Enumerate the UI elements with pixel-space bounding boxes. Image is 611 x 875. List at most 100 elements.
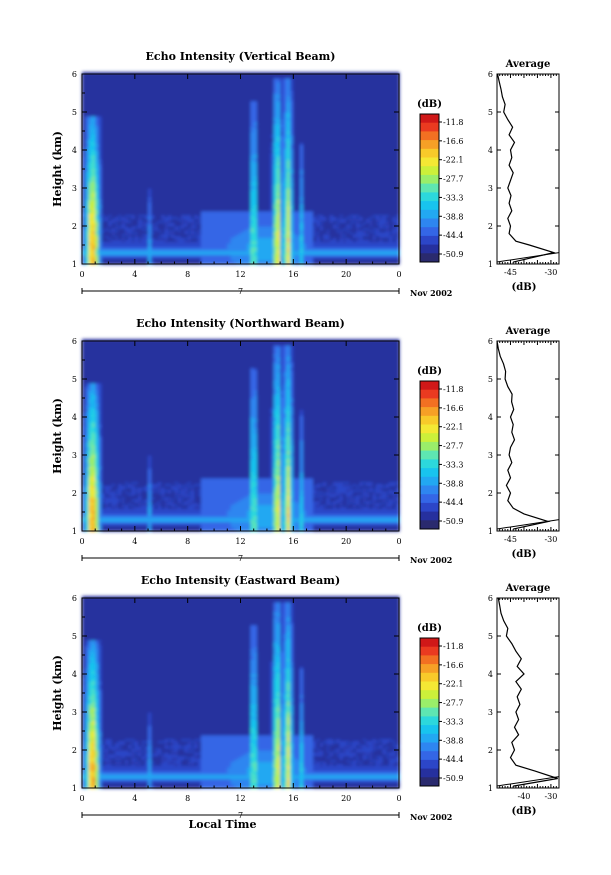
heatmap-cell	[101, 172, 106, 176]
heatmap-cell	[167, 106, 172, 109]
heatmap-cell	[167, 250, 172, 254]
heatmap-cell	[95, 188, 100, 191]
heatmap-cell	[154, 172, 159, 176]
heatmap-cell	[167, 186, 172, 189]
heatmap-cell	[85, 182, 90, 185]
heatmap-cell	[128, 117, 133, 121]
heatmap-cell	[138, 157, 142, 161]
heatmap-cell	[148, 144, 152, 147]
heatmap-cell	[134, 176, 139, 180]
heatmap-cell	[167, 121, 172, 124]
heatmap-cell	[174, 157, 179, 161]
heatmap-cell	[138, 77, 142, 81]
heatmap-cell	[95, 163, 100, 166]
heatmap-cell	[148, 115, 152, 119]
heatmap-cell	[124, 125, 129, 128]
heatmap-cell	[177, 216, 182, 219]
heatmap-cell	[174, 161, 179, 164]
heatmap-cell	[128, 131, 133, 134]
heatmap-cell	[151, 74, 156, 77]
heatmap-cell	[164, 235, 169, 238]
heatmap-cell	[121, 129, 126, 132]
heatmap-cell	[111, 119, 116, 123]
heatmap-cell	[138, 100, 142, 104]
heatmap-cell	[151, 117, 156, 121]
heatmap-cell	[82, 153, 86, 157]
heatmap-cell	[111, 188, 116, 191]
heatmap-cell	[111, 153, 116, 157]
heatmap-cell	[91, 93, 96, 96]
heatmap-cell	[115, 260, 119, 263]
heatmap-cell	[91, 256, 96, 259]
heatmap-cell	[151, 123, 156, 126]
heatmap-cell	[105, 81, 109, 85]
heatmap-cell	[124, 176, 129, 180]
heatmap-cell	[161, 188, 166, 191]
heatmap-cell	[88, 241, 93, 244]
heatmap-cell	[128, 100, 133, 104]
heatmap-cell	[141, 258, 146, 261]
heatmap-cell	[85, 159, 90, 162]
heatmap-cell	[154, 176, 159, 180]
heatmap-cell	[88, 102, 93, 105]
heatmap-cell	[111, 96, 116, 100]
heatmap-cell	[95, 208, 100, 212]
heatmap-cell	[148, 104, 152, 107]
heatmap-cell	[131, 208, 136, 212]
heatmap-cell	[144, 243, 149, 246]
heatmap-cell	[157, 189, 162, 193]
heatmap-cell	[171, 246, 176, 250]
heatmap-cell	[148, 85, 152, 88]
heatmap-cell	[171, 258, 176, 261]
heatmap-cell	[128, 113, 133, 117]
heatmap-cell	[174, 94, 179, 98]
heatmap-cell	[154, 131, 159, 134]
heatmap-cell	[167, 256, 172, 259]
heatmap-cell	[134, 226, 139, 229]
heatmap-cell	[164, 155, 169, 159]
heatmap-cell	[108, 108, 113, 111]
heatmap-cell	[115, 250, 119, 254]
heatmap-cell	[144, 169, 149, 172]
heatmap-cell	[101, 102, 106, 105]
heatmap-cell	[105, 169, 109, 172]
heatmap-cell	[131, 237, 136, 240]
heatmap-cell	[85, 144, 90, 147]
heatmap-cell	[82, 119, 86, 123]
heatmap-cell	[157, 184, 162, 187]
heatmap-cell	[88, 79, 93, 83]
heatmap-cell	[161, 108, 166, 111]
heatmap-cell	[138, 212, 142, 216]
heatmap-cell	[88, 205, 93, 208]
heatmap-cell	[85, 81, 90, 85]
heatmap-cell	[88, 252, 93, 256]
heatmap-cell	[118, 245, 123, 248]
heatmap-cell	[98, 125, 103, 128]
heatmap-cell	[108, 72, 113, 75]
heatmap-cell	[154, 108, 159, 111]
heatmap-cell	[171, 112, 176, 115]
heatmap-cell	[105, 127, 109, 130]
heatmap-cell	[161, 174, 166, 178]
heatmap-cell	[161, 100, 166, 104]
heatmap-cell	[98, 220, 103, 223]
heatmap-cell	[128, 146, 133, 149]
heatmap-cell	[121, 245, 126, 248]
heatmap-cell	[144, 197, 149, 200]
heatmap-cell	[144, 150, 149, 153]
heatmap-cell	[171, 176, 176, 180]
heatmap-cell	[124, 98, 129, 102]
heatmap-cell	[167, 112, 172, 115]
heatmap-cell	[134, 180, 139, 183]
heatmap-cell	[124, 167, 129, 170]
heatmap-cell	[134, 142, 139, 145]
heatmap-cell	[85, 151, 90, 155]
heatmap-cell	[124, 216, 129, 219]
heatmap-cell	[118, 222, 123, 225]
heatmap-cell	[121, 170, 126, 174]
heatmap-cell	[171, 74, 176, 77]
heatmap-cell	[131, 113, 136, 117]
heatmap-cell	[134, 125, 139, 128]
heatmap-cell	[164, 203, 169, 206]
heatmap-cell	[82, 189, 86, 193]
